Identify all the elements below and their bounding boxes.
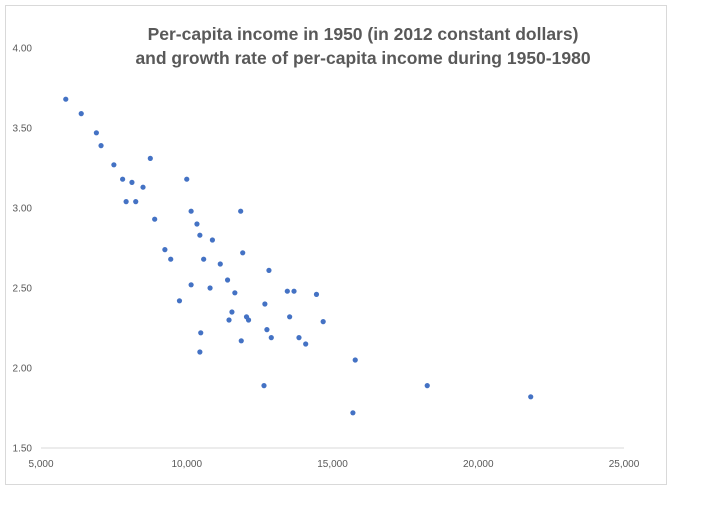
data-point	[284, 288, 290, 294]
data-point	[98, 143, 104, 149]
data-point	[194, 221, 200, 227]
chart-frame	[5, 5, 667, 485]
data-point	[93, 130, 99, 136]
data-point	[197, 232, 203, 238]
data-point	[261, 383, 267, 389]
data-point	[63, 96, 69, 102]
data-point	[188, 282, 194, 288]
data-point	[287, 314, 293, 320]
data-point	[111, 162, 117, 168]
data-point	[184, 176, 190, 182]
chart-title-line-2: and growth rate of per-capita income dur…	[135, 48, 591, 68]
y-tick-label: 2.50	[13, 284, 33, 295]
data-point	[120, 176, 126, 182]
data-point	[129, 179, 135, 185]
x-tick-label: 25,000	[609, 459, 640, 470]
data-point	[152, 216, 158, 222]
data-point	[352, 357, 358, 363]
data-point	[133, 199, 139, 205]
data-point	[168, 256, 174, 262]
data-point	[140, 184, 146, 190]
data-point	[147, 155, 153, 161]
data-point	[232, 290, 238, 296]
chart-title: Per-capita income in 1950 (in 2012 const…	[0, 22, 726, 70]
data-point	[226, 317, 232, 323]
data-point	[245, 317, 252, 323]
x-tick-label: 20,000	[463, 459, 494, 470]
data-point	[320, 319, 326, 325]
data-point	[313, 291, 320, 297]
data-point	[268, 335, 274, 341]
data-point	[224, 277, 231, 283]
data-point	[303, 341, 309, 347]
data-point	[240, 250, 246, 256]
data-point	[266, 267, 272, 273]
x-axis: 5,000 10,000 15,000 20,000 25,000	[28, 459, 639, 470]
data-point	[78, 111, 84, 117]
data-point	[350, 410, 356, 416]
data-point	[123, 199, 129, 205]
data-point	[424, 383, 430, 389]
data-point	[162, 247, 168, 253]
data-point	[262, 301, 268, 307]
data-point	[209, 237, 216, 243]
y-tick-label: 2.00	[13, 364, 33, 375]
y-tick-label: 1.50	[13, 444, 33, 455]
y-tick-label: 3.00	[13, 204, 33, 215]
data-point	[238, 338, 244, 344]
data-point	[198, 330, 204, 336]
x-tick-label: 5,000	[28, 459, 53, 470]
y-tick-label: 4.00	[13, 44, 33, 55]
data-point	[291, 288, 297, 294]
data-point	[229, 309, 235, 315]
data-point	[176, 298, 183, 304]
data-point	[201, 256, 207, 262]
data-point	[264, 327, 270, 333]
data-points	[63, 96, 534, 416]
data-point	[238, 208, 244, 214]
data-point	[296, 335, 302, 341]
data-point	[197, 349, 203, 355]
data-point	[207, 285, 213, 291]
x-tick-label: 15,000	[317, 459, 348, 470]
data-point	[528, 394, 534, 400]
data-point	[217, 261, 223, 267]
y-axis: 1.50 2.00 2.50 3.00 3.50 4.00	[13, 44, 33, 455]
y-tick-label: 3.50	[13, 124, 33, 135]
x-tick-label: 10,000	[171, 459, 202, 470]
data-point	[188, 208, 194, 214]
chart-title-line-1: Per-capita income in 1950 (in 2012 const…	[147, 24, 579, 44]
